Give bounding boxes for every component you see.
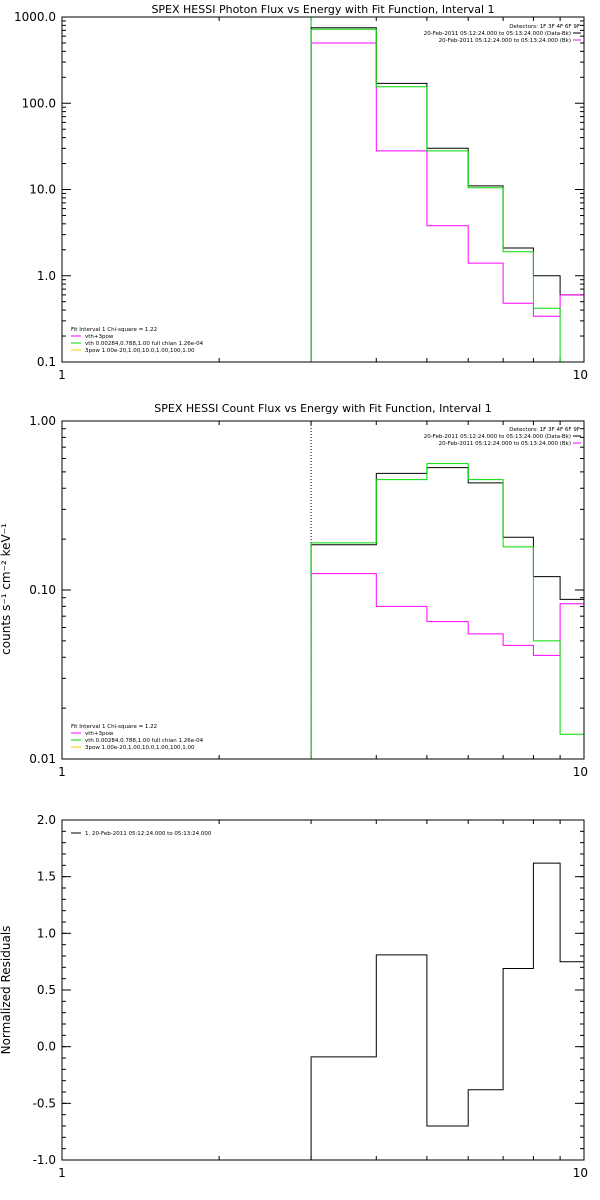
count-legend-bottom: Fit Interval 1 Chi-square = 1.22 vth+3po… [71,724,204,751]
series-line-0 [310,27,584,362]
photon-legend-vth: vth 0.00284,0.788,1.00 full chian 1.26e-… [85,341,204,347]
y-tick-label: 2.0 [37,813,56,827]
y-tick-label: 0.5 [37,983,56,997]
photon-legend-3pow: 3pow 1.00e-20,1.00,10.0,1.00,100,1.00 [85,348,195,354]
photon-flux-panel: SPEX HESSI Photon Flux vs Energy with Fi… [14,3,588,382]
count-legend-vth: vth 0.00284,0.788,1.00 full chian 1.26e-… [85,738,204,744]
photon-plot-frame [61,16,585,363]
y-tick-label: 1.5 [37,870,56,884]
photon-legend-fit-interval: Fit Interval 1 Chi-square = 1.22 [71,327,157,333]
y-tick-label: 1.00 [29,414,56,428]
photon-legend-bottom: Fit Interval 1 Chi-square = 1.22 vth+3po… [71,327,204,354]
photon-legend-top: Detectors: 1F 3F 4F 6F 9F 20-Feb-2011 05… [424,24,581,44]
photon-legend-detectors: Detectors: 1F 3F 4F 6F 9F [509,24,580,30]
residuals-legend-entry: 1. 20-Feb-2011 05:12:24.000 to 05:13:24.… [85,831,212,837]
y-tick-label: -0.5 [33,1096,56,1110]
y-tick-label: 1000.0 [14,10,56,24]
count-plot-frame [61,420,585,760]
count-axis-ticks: 0.01 0.10 1.00 1 10 [29,414,588,779]
y-tick-label: 100.0 [22,96,56,110]
x-tick-label: 1 [58,368,66,382]
series-line-0 [310,467,584,759]
count-legend-vthpow: vth+3pow [85,731,114,737]
count-legend-data-bk: 20-Feb-2011 05:12:24.000 to 05:13:24.000… [424,434,571,440]
x-tick-label: 10 [573,368,588,382]
residuals-legend: 1. 20-Feb-2011 05:12:24.000 to 05:13:24.… [71,831,212,837]
series-line-1 [310,42,584,362]
photon-series [310,17,584,363]
y-tick-label: 0.01 [29,752,56,766]
count-flux-panel: SPEX HESSI Count Flux vs Energy with Fit… [0,402,588,779]
count-legend-detectors: Detectors: 1F 3F 4F 6F 9F [509,427,580,433]
y-tick-label: 0.0 [37,1040,56,1054]
count-series [310,421,584,759]
residuals-panel: Normalized Residuals -1.0 -0.5 0.0 0.5 1.0 1.… [0,813,588,1180]
series-line-1 [310,573,584,759]
count-legend-3pow: 3pow 1.00e-20,1.00,10.0,1.00,100,1.00 [85,745,195,751]
photon-legend-bk: 20-Feb-2011 05:12:24.000 to 05:13:24.000… [439,38,571,44]
series-line-2 [310,463,584,759]
count-legend-bk: 20-Feb-2011 05:12:24.000 to 05:13:24.000… [439,441,571,447]
y-tick-label: 0.1 [37,355,56,369]
y-tick-label: 10.0 [29,183,56,197]
photon-legend-data-bk: 20-Feb-2011 05:12:24.000 to 05:13:24.000… [424,31,571,37]
y-tick-label: 1.0 [37,926,56,940]
x-tick-label: 10 [573,765,588,779]
photon-chart-title: SPEX HESSI Photon Flux vs Energy with Fi… [151,3,494,16]
photon-legend-vthpow: vth+3pow [85,334,114,340]
series-line-2 [310,28,584,363]
x-tick-label: 1 [58,1166,66,1180]
residuals-y-axis-label: Normalized Residuals [0,926,13,1055]
y-tick-label: 0.10 [29,583,56,597]
x-tick-label: 1 [58,765,66,779]
x-tick-label: 10 [573,1166,588,1180]
count-legend-fit-interval: Fit Interval 1 Chi-square = 1.22 [71,724,157,730]
count-chart-title: SPEX HESSI Count Flux vs Energy with Fit… [154,402,491,415]
photon-axis-ticks: 0.1 1.0 10.0 100.0 1000.0 1 10 [14,10,588,382]
y-tick-label: 1.0 [37,269,56,283]
residuals-series [310,862,584,1160]
residuals-axis-ticks: -1.0 -0.5 0.0 0.5 1.0 1.5 2.0 1 10 [33,813,588,1180]
series-line-0 [310,862,584,1160]
y-tick-label: -1.0 [33,1153,56,1167]
count-legend-top: Detectors: 1F 3F 4F 6F 9F 20-Feb-2011 05… [424,427,581,447]
count-y-axis-label: counts s⁻¹ cm⁻² keV⁻¹ [0,523,13,655]
residuals-plot-frame [61,819,585,1161]
